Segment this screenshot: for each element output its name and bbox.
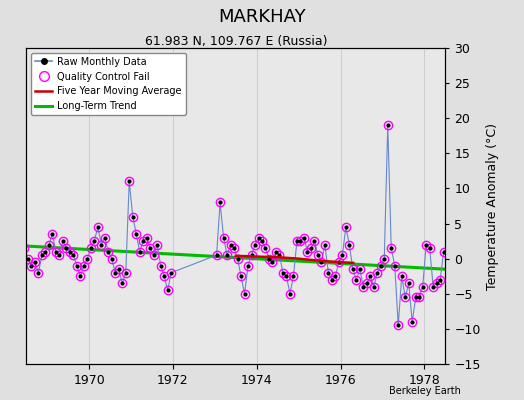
Legend: Raw Monthly Data, Quality Control Fail, Five Year Moving Average, Long-Term Tren: Raw Monthly Data, Quality Control Fail, … (31, 53, 185, 115)
Y-axis label: Temperature Anomaly (°C): Temperature Anomaly (°C) (486, 122, 499, 290)
Title: 61.983 N, 109.767 E (Russia): 61.983 N, 109.767 E (Russia) (145, 35, 327, 48)
Text: MARKHAY: MARKHAY (218, 8, 306, 26)
Text: Berkeley Earth: Berkeley Earth (389, 386, 461, 396)
